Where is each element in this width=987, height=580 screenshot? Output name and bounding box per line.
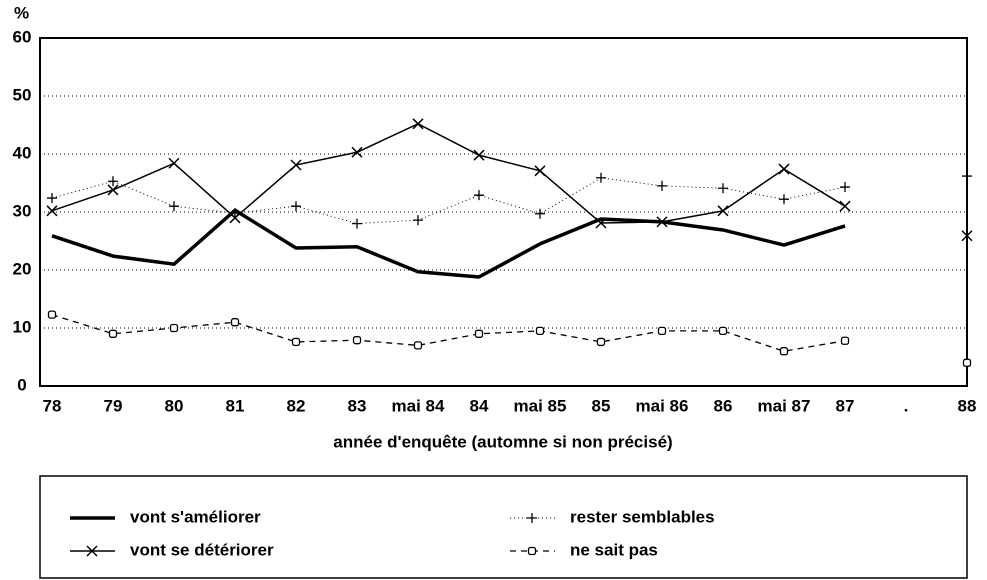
y-tick-label: 40 xyxy=(13,143,32,162)
x-tick-label: 80 xyxy=(165,396,184,415)
marker-circle xyxy=(962,358,972,367)
x-tick-label: 83 xyxy=(348,396,367,415)
series-line xyxy=(52,124,967,236)
y-tick-label: 10 xyxy=(13,317,32,336)
legend-label: rester semblables xyxy=(570,507,715,526)
marker-plus xyxy=(527,513,537,523)
marker-x xyxy=(46,205,58,217)
legend-label: vont se détériorer xyxy=(130,540,274,559)
marker-circle xyxy=(718,326,728,336)
marker-x xyxy=(534,165,546,177)
series-line xyxy=(52,315,967,363)
marker-circle xyxy=(413,341,423,350)
marker-circle xyxy=(352,336,362,345)
x-tick-label: mai 87 xyxy=(758,396,811,415)
y-unit: % xyxy=(14,3,29,22)
marker-circle xyxy=(596,337,606,347)
marker-circle xyxy=(47,310,57,319)
marker-x xyxy=(168,157,180,169)
marker-circle xyxy=(779,347,789,356)
marker-circle xyxy=(474,329,484,338)
series-line xyxy=(52,176,967,224)
marker-circle xyxy=(840,336,850,345)
x-tick-label: mai 86 xyxy=(636,396,689,415)
marker-circle xyxy=(169,323,179,333)
y-tick-label: 0 xyxy=(17,375,26,394)
marker-plus xyxy=(657,180,667,191)
marker-x xyxy=(656,216,668,228)
marker-plus xyxy=(47,193,57,204)
marker-plus xyxy=(291,201,301,212)
x-tick-label: 86 xyxy=(714,396,733,415)
marker-plus xyxy=(474,190,484,201)
marker-plus xyxy=(840,182,850,193)
x-axis-label: année d'enquête (automne si non précisé) xyxy=(333,432,672,451)
y-tick-label: 60 xyxy=(13,27,32,46)
marker-plus xyxy=(718,183,728,194)
marker-x xyxy=(229,212,241,224)
legend-label: ne sait pas xyxy=(570,540,658,559)
marker-x xyxy=(351,146,363,158)
marker-x xyxy=(778,163,790,175)
marker-circle xyxy=(230,318,240,327)
x-tick-label: 81 xyxy=(226,396,245,415)
marker-x xyxy=(86,545,98,557)
x-tick-label: 87 xyxy=(836,396,855,415)
marker-circle xyxy=(291,337,301,347)
x-tick-label: 85 xyxy=(592,396,611,415)
marker-x xyxy=(290,159,302,171)
y-tick-label: 50 xyxy=(13,85,32,104)
x-tick-label: 82 xyxy=(287,396,306,415)
x-tick-label: 84 xyxy=(470,396,489,415)
marker-x xyxy=(961,230,973,242)
marker-plus xyxy=(108,176,118,187)
y-tick-label: 30 xyxy=(13,201,32,220)
marker-circle xyxy=(657,326,667,336)
legend-box xyxy=(39,475,968,579)
marker-circle xyxy=(527,546,537,556)
x-tick-label: 79 xyxy=(104,396,123,415)
marker-plus xyxy=(230,208,240,219)
marker-x xyxy=(717,205,729,217)
legend-label: vont s'améliorer xyxy=(130,507,261,526)
x-tick-label: mai 84 xyxy=(392,396,445,415)
marker-circle xyxy=(108,329,118,338)
series-line xyxy=(52,185,967,277)
x-tick-label: mai 85 xyxy=(514,396,567,415)
x-tick-label: . xyxy=(904,396,909,415)
marker-plus xyxy=(413,215,423,226)
marker-plus xyxy=(535,208,545,219)
x-tick-label: 88 xyxy=(958,396,977,415)
x-tick-label: 78 xyxy=(43,396,62,415)
marker-plus xyxy=(596,172,606,183)
y-tick-label: 20 xyxy=(13,259,32,278)
marker-circle xyxy=(535,326,545,336)
plot-frame xyxy=(39,37,968,387)
marker-plus xyxy=(962,171,972,182)
marker-x xyxy=(473,149,485,161)
marker-x xyxy=(839,200,851,212)
marker-plus xyxy=(779,194,789,205)
marker-x xyxy=(107,184,119,196)
marker-plus xyxy=(169,201,179,212)
marker-x xyxy=(595,217,607,229)
marker-x xyxy=(412,118,424,130)
marker-plus xyxy=(352,218,362,229)
